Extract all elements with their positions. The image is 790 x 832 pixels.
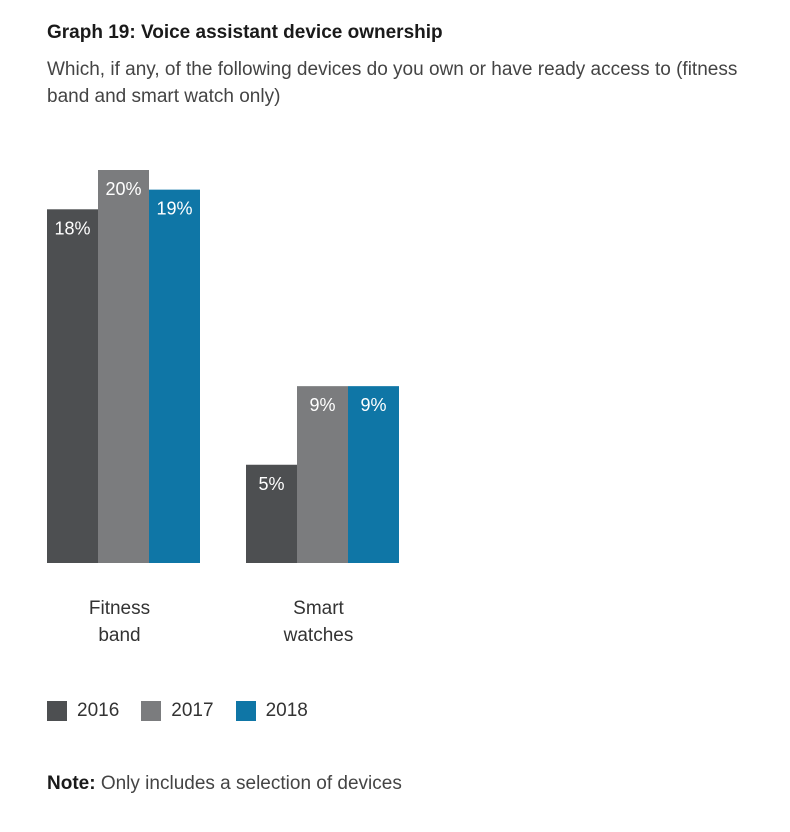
legend-label-2016: 2016 — [77, 700, 120, 721]
legend-item-2018: 2018 — [235, 700, 308, 722]
note-prefix: Note: — [47, 773, 96, 794]
legend-item-2016: 2016 — [47, 700, 119, 722]
data-label-2017-1: 9% — [309, 395, 335, 415]
data-label-2018-0: 19% — [156, 199, 192, 219]
chart-note: Note: Only includes a selection of devic… — [47, 773, 402, 795]
category-label-1-line-0: Smart — [293, 598, 344, 619]
bar-2018-0 — [149, 189, 200, 563]
bar-2016-1 — [246, 464, 297, 563]
data-label-2017-0: 20% — [105, 179, 141, 199]
bar-2017-0 — [98, 170, 149, 563]
data-label-2016-1: 5% — [258, 474, 284, 494]
legend-label-2018: 2018 — [265, 700, 308, 721]
bar-2017-1 — [297, 386, 348, 563]
legend-swatch-2017 — [141, 701, 162, 721]
data-label-2018-1: 9% — [360, 395, 386, 415]
bar-2016-0 — [47, 209, 98, 564]
data-label-2016-0: 18% — [54, 218, 90, 238]
legend-swatch-2016 — [47, 701, 67, 721]
bar-2018-1 — [348, 386, 399, 563]
legend-swatch-2018 — [235, 701, 256, 721]
legend-label-2017: 2017 — [171, 700, 214, 721]
legend-item-2017: 2017 — [141, 700, 214, 722]
category-label-0-line-1: band — [98, 625, 140, 646]
category-label-1-line-1: watches — [283, 625, 354, 646]
note-text: Only includes a selection of devices — [95, 773, 402, 794]
legend: 2016 2017 2018 — [47, 700, 330, 722]
category-label-0-line-0: Fitness — [89, 598, 150, 619]
chart-title: Graph 19: Voice assistant device ownersh… — [47, 22, 443, 43]
chart-subtitle: Which, if any, of the following devices … — [47, 59, 738, 107]
